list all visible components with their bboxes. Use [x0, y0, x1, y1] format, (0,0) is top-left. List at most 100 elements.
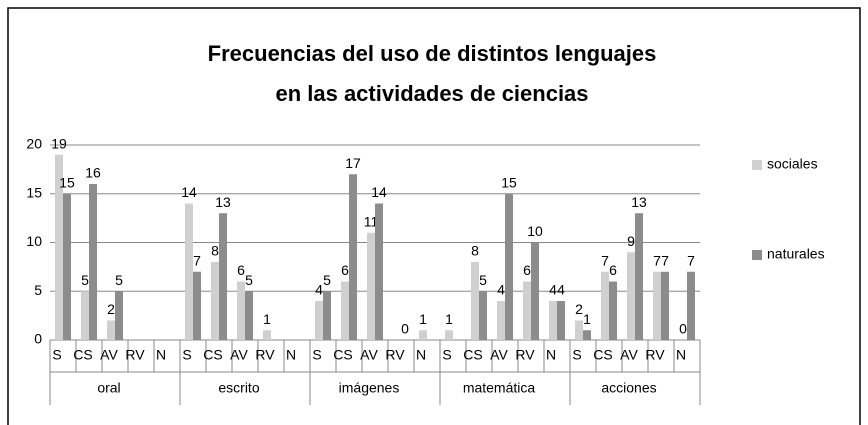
x-tick-label: N	[156, 347, 166, 363]
legend-swatch	[752, 160, 762, 170]
y-tick-label: 20	[26, 136, 42, 152]
bar	[661, 271, 669, 340]
bar	[375, 203, 383, 340]
data-label: 16	[85, 165, 101, 181]
x-tick-label: AV	[620, 347, 638, 363]
data-label: 0	[679, 321, 687, 337]
chart-title: Frecuencias del uso de distintos lenguaj…	[208, 41, 657, 66]
bar	[549, 301, 557, 340]
bar	[653, 271, 661, 340]
bar	[531, 242, 539, 340]
x-tick-label: RV	[515, 347, 535, 363]
x-tick-label: S	[442, 347, 451, 363]
x-tick-label: CS	[73, 347, 92, 363]
bar	[367, 232, 375, 340]
y-tick-label: 15	[26, 184, 42, 200]
data-label: 1	[419, 311, 427, 327]
group-label: imágenes	[339, 380, 400, 396]
x-tick-label: S	[312, 347, 321, 363]
bar	[219, 213, 227, 340]
data-label: 7	[653, 252, 661, 268]
data-label: 4	[497, 282, 505, 298]
x-tick-label: AV	[490, 347, 508, 363]
x-tick-label: RV	[125, 347, 145, 363]
x-tick-label: S	[182, 347, 191, 363]
data-label: 13	[215, 194, 231, 210]
bar	[81, 291, 89, 340]
bar	[237, 281, 245, 340]
data-label: 5	[323, 272, 331, 288]
data-label: 8	[211, 243, 219, 259]
data-label: 5	[115, 272, 123, 288]
x-tick-label: RV	[255, 347, 275, 363]
data-label: 7	[687, 252, 695, 268]
bar	[315, 301, 323, 340]
group-label: escrito	[218, 380, 259, 396]
data-label: 0	[401, 321, 409, 337]
bar	[523, 281, 531, 340]
x-tick-label: N	[416, 347, 426, 363]
y-tick-label: 0	[34, 331, 42, 347]
data-label: 7	[601, 252, 609, 268]
bar	[55, 154, 63, 340]
bar	[601, 271, 609, 340]
data-label: 19	[51, 135, 67, 151]
legend-swatch	[752, 250, 762, 260]
data-label: 2	[575, 301, 583, 317]
x-tick-label: CS	[333, 347, 352, 363]
bar	[349, 174, 357, 340]
x-tick-label: N	[546, 347, 556, 363]
data-label: 4	[557, 282, 565, 298]
bar	[193, 271, 201, 340]
bar	[63, 193, 71, 340]
data-label: 17	[345, 155, 361, 171]
x-tick-label: CS	[203, 347, 222, 363]
data-label: 10	[527, 223, 543, 239]
bar	[341, 281, 349, 340]
data-label: 9	[627, 233, 635, 249]
bar	[419, 330, 427, 340]
bar	[445, 330, 453, 340]
data-label: 2	[107, 301, 115, 317]
group-label: oral	[97, 380, 120, 396]
x-tick-label: RV	[385, 347, 405, 363]
bar	[263, 330, 271, 340]
bar	[497, 301, 505, 340]
x-tick-label: AV	[230, 347, 248, 363]
bar	[575, 320, 583, 340]
data-label: 1	[445, 311, 453, 327]
data-label: 14	[371, 184, 387, 200]
x-tick-label: CS	[593, 347, 612, 363]
data-label: 11	[364, 213, 379, 229]
x-tick-label: N	[286, 347, 296, 363]
bar	[609, 281, 617, 340]
group-label: matemática	[463, 380, 536, 396]
legend-label: sociales	[767, 156, 818, 172]
bar	[245, 291, 253, 340]
bar	[89, 184, 97, 340]
bar	[107, 320, 115, 340]
data-label: 15	[501, 174, 517, 190]
x-tick-label: CS	[463, 347, 482, 363]
data-label: 6	[609, 262, 617, 278]
x-tick-label: S	[52, 347, 61, 363]
data-label: 1	[263, 311, 271, 327]
data-label: 15	[59, 174, 75, 190]
bar	[627, 252, 635, 340]
data-label: 5	[81, 272, 89, 288]
chart-border	[7, 7, 861, 425]
data-label: 8	[471, 243, 479, 259]
data-label: 6	[341, 262, 349, 278]
data-label: 1	[583, 311, 591, 327]
bar	[583, 330, 591, 340]
data-label: 7	[661, 252, 669, 268]
legend-label: naturales	[767, 246, 825, 262]
data-label: 13	[631, 194, 647, 210]
bar	[115, 291, 123, 340]
data-label: 4	[315, 282, 323, 298]
data-label: 5	[479, 272, 487, 288]
bar	[479, 291, 487, 340]
x-tick-label: N	[676, 347, 686, 363]
x-tick-label: AV	[100, 347, 118, 363]
